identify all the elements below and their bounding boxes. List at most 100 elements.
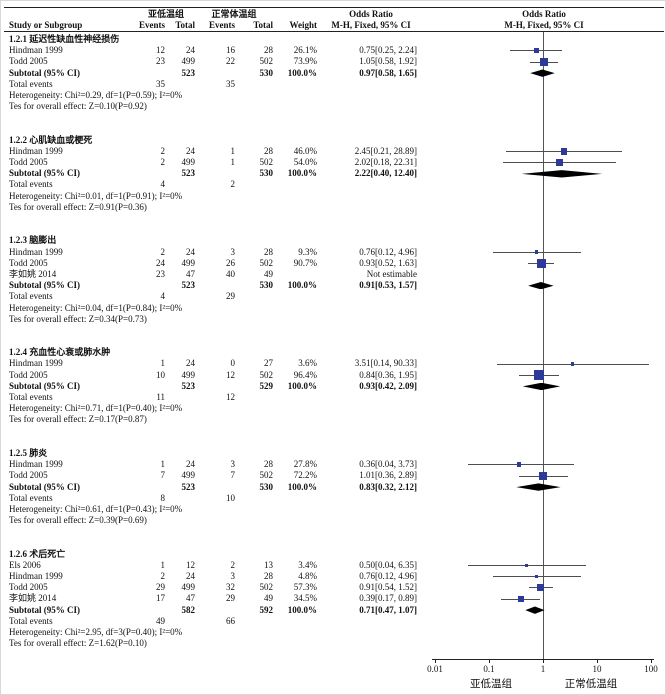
- subtotal-row: Subtotal (95% CI) 582 592 100.0% 0.71[0.47, …: [7, 605, 663, 616]
- events1-cell: 4: [160, 291, 166, 302]
- total1-cell: 582: [181, 604, 196, 615]
- study-name: Hindman 1999: [9, 145, 63, 156]
- spacer-row: [7, 224, 663, 235]
- subgroup-title-row: 1.2.6 术后死亡: [7, 549, 663, 560]
- study-name: 李如姚 2014: [9, 593, 57, 604]
- events1-cell: [137, 482, 165, 493]
- total1-cell: 12: [186, 559, 195, 570]
- events1-cell: 11: [156, 392, 165, 402]
- total-events-row: Total events 4 2: [7, 179, 663, 190]
- events2-cell: 16: [226, 45, 235, 56]
- spacer-row: [7, 336, 663, 347]
- events2-column-header: Events: [208, 20, 235, 30]
- total2-cell: 27: [264, 358, 273, 369]
- total2-cell: 530: [259, 280, 274, 291]
- events2-cell: 40: [226, 268, 235, 279]
- total1-cell: [165, 79, 195, 90]
- weight-column-header: Weight: [289, 20, 317, 30]
- subtotal-row: Subtotal (95% CI) 523 530 100.0% 0.83[0.32, …: [7, 482, 663, 493]
- total1-cell: 523: [181, 481, 196, 492]
- axis-tick: [489, 659, 490, 663]
- events2-cell: 12: [226, 392, 235, 402]
- forest-plot-cell: [425, 560, 663, 571]
- total1-cell: 24: [186, 45, 195, 56]
- overall-test-row: Tes for overall effect: Z=0.39(P=0.69): [7, 515, 663, 526]
- study-name: Todd 2005: [9, 582, 48, 593]
- or-ci-text: 0.76[0.12, 4.96]: [359, 246, 417, 257]
- events1-cell: 23: [156, 56, 165, 67]
- weight-cell: 90.7%: [293, 257, 317, 268]
- overall-test-text: Tes for overall effect: Z=0.10(P=0.92): [9, 101, 147, 112]
- top-rule: [4, 7, 664, 8]
- weight-cell: 72.2%: [293, 470, 317, 481]
- total2-cell: 13: [264, 559, 273, 570]
- events2-cell: 12: [226, 369, 235, 380]
- events1-cell: [137, 68, 165, 79]
- forest-plot-cell: [425, 157, 663, 168]
- events2-cell: 29: [226, 593, 235, 604]
- or-ci-text: 0.39[0.17, 0.89]: [359, 593, 417, 604]
- weight-cell: 100.0%: [287, 280, 317, 291]
- study-name: Todd 2005: [9, 369, 48, 380]
- events1-cell: 10: [156, 369, 165, 380]
- total2-cell: 502: [259, 56, 274, 67]
- or-column-subtitle: M-H, Fixed, 95% CI: [331, 20, 411, 30]
- effect-square: [539, 471, 548, 480]
- subtotal-diamond: [521, 170, 603, 178]
- study-name: Hindman 1999: [9, 358, 63, 369]
- subtotal-label: Subtotal (95% CI): [9, 280, 81, 291]
- overall-test-row: Tes for overall effect: Z=0.10(P=0.92): [7, 101, 663, 112]
- events2-cell: 29: [226, 291, 235, 302]
- weight-cell: 9.3%: [298, 246, 317, 257]
- subtotal-diamond: [516, 483, 561, 491]
- total1-cell: [165, 179, 195, 190]
- events1-cell: 1: [160, 358, 166, 369]
- or-ci-text: 0.50[0.04, 6.35]: [359, 559, 417, 570]
- study-column-header: Study or Subgroup: [9, 20, 83, 30]
- or-ci-text: 0.97[0.58, 1.65]: [359, 67, 417, 78]
- heterogeneity-row: Heterogeneity: Chi²=0.29, df=1(P=0.59); …: [7, 90, 663, 101]
- or-ci-text: 0.91[0.54, 1.52]: [359, 582, 417, 593]
- weight-cell: 27.8%: [293, 459, 317, 470]
- or-ci-text: 0.76[0.12, 4.96]: [359, 571, 417, 581]
- effect-square: [534, 370, 544, 380]
- study-row: Todd 2005 7 499 7 502 72.2% 1.01[0.36, 2.89]: [7, 470, 663, 481]
- subgroup-title-text: 1.2.3 脑膨出: [9, 235, 57, 246]
- total1-cell: [165, 392, 195, 403]
- total1-cell: 499: [181, 582, 196, 593]
- total-events-row: Total events 4 29: [7, 291, 663, 302]
- study-name: Hindman 1999: [9, 459, 63, 470]
- subtotal-diamond: [522, 382, 561, 391]
- weight-cell: 100.0%: [287, 481, 317, 492]
- weight-cell: 73.9%: [293, 56, 317, 67]
- or-ci-text: 0.91[0.53, 1.57]: [359, 280, 417, 291]
- total2-cell: [235, 179, 273, 190]
- total1-cell: 24: [186, 571, 195, 581]
- study-name: Hindman 1999: [9, 571, 63, 581]
- events1-cell: 23: [156, 268, 165, 279]
- subgroup-title-row: 1.2.5 肺炎: [7, 448, 663, 459]
- total2-cell: 28: [264, 459, 273, 470]
- total1-cell: 24: [186, 145, 195, 156]
- total2-cell: [235, 493, 273, 504]
- heterogeneity-row: Heterogeneity: Chi²=0.61, df=1(P=0.43); …: [7, 504, 663, 515]
- overall-test-text: Tes for overall effect: Z=0.17(P=0.87): [9, 414, 147, 425]
- axis-tick: [543, 659, 544, 663]
- heterogeneity-text: Heterogeneity: Chi²=0.29, df=1(P=0.59); …: [9, 89, 183, 100]
- events2-cell: 1: [230, 145, 236, 156]
- total-events-label: Total events: [9, 78, 53, 89]
- study-row: Hindman 1999 1 24 3 28 27.8% 0.36[0.04, 3.73]: [7, 459, 663, 470]
- weight-cell: 46.0%: [293, 145, 317, 156]
- subgroup-title-text: 1.2.1 延迟性缺血性神经损伤: [9, 34, 120, 44]
- effect-square: [518, 596, 524, 602]
- total1-cell: 24: [186, 246, 195, 257]
- events2-cell: [195, 280, 235, 291]
- overall-test-row: Tes for overall effect: Z=0.91(P=0.36): [7, 202, 663, 213]
- events2-cell: [195, 381, 235, 392]
- total2-cell: 502: [259, 369, 274, 380]
- forest-plot-cell: [425, 582, 663, 593]
- total2-cell: 49: [264, 268, 273, 279]
- forest-plot-cell: [425, 593, 663, 604]
- total1-cell: [165, 616, 195, 627]
- total1-cell: 24: [186, 358, 195, 369]
